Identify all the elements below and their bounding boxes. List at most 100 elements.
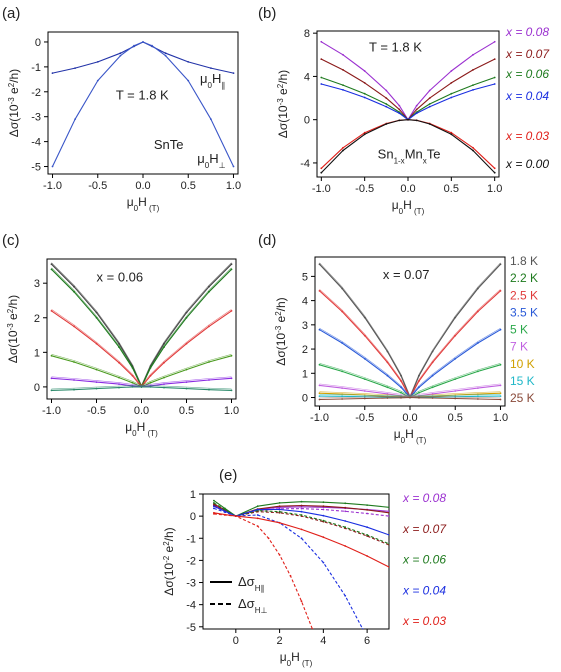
data-point (454, 378, 457, 380)
text-part: 0 (287, 659, 292, 668)
data-point (213, 513, 215, 515)
series-line (213, 505, 389, 517)
x-tick-label: 0.0 (400, 183, 415, 195)
legend-entry: 1.8 K (510, 254, 538, 268)
data-point (472, 53, 474, 56)
text-part: μ (200, 71, 208, 86)
data-point (342, 53, 344, 56)
data-point (398, 104, 401, 107)
y-tick-label: 8 (304, 28, 310, 40)
data-point (163, 346, 165, 348)
data-point (278, 505, 281, 508)
text-part: Te (427, 147, 441, 162)
text-part: e (276, 88, 290, 98)
data-point (363, 390, 366, 392)
text-part: μ (392, 198, 399, 212)
data-point (415, 108, 418, 111)
panel-label: (c) (2, 232, 20, 249)
data-point (210, 118, 212, 121)
x-tick-label: -1.0 (42, 405, 61, 417)
y-tick-label: 0 (304, 115, 310, 127)
data-point (366, 504, 368, 506)
panel-label: (e) (219, 467, 237, 484)
x-tick-label: 0.5 (444, 183, 459, 195)
series-line-sweep (319, 262, 501, 397)
text-part: x (423, 156, 427, 165)
y-tick-label: 0 (302, 393, 308, 405)
legend-line-label: ΔσH∥ (238, 574, 265, 593)
data-point (454, 334, 457, 337)
x-tick-label: 0 (233, 635, 239, 647)
data-point (386, 386, 389, 389)
data-point (224, 511, 226, 513)
data-point (50, 268, 53, 271)
data-point (454, 390, 457, 392)
text-part: (T) (414, 436, 427, 445)
data-point (366, 509, 368, 511)
data-point (450, 92, 453, 95)
y-tick-label: 1 (302, 368, 308, 380)
data-point (164, 52, 167, 55)
x-tick-label: -0.5 (88, 180, 107, 192)
data-point (431, 361, 434, 364)
data-point (499, 384, 502, 387)
data-point (95, 368, 98, 371)
data-point (344, 545, 347, 547)
legend-entry: x = 0.08 (505, 25, 549, 39)
text-part: Δσ(10 (162, 563, 176, 596)
data-point (363, 316, 366, 319)
x-axis-label: μ0H (T) (127, 195, 160, 213)
text-part: -2 (162, 555, 171, 563)
data-point (278, 510, 281, 513)
data-point (318, 398, 321, 401)
data-point (450, 131, 453, 134)
data-point (344, 502, 347, 505)
legend-entry: x = 0.07 (505, 47, 550, 61)
legend-entry: x = 0.04 (402, 583, 446, 597)
data-point (118, 342, 120, 345)
legend-entry: 2.2 K (510, 271, 538, 285)
data-point (493, 83, 496, 85)
text-part: -3 (276, 98, 285, 106)
series-line-sweep (319, 327, 501, 397)
data-point (300, 537, 303, 540)
data-point (50, 263, 53, 266)
data-point (163, 376, 165, 379)
data-point (278, 508, 281, 511)
data-point (163, 383, 165, 385)
data-point (278, 502, 281, 504)
data-point (149, 367, 152, 369)
text-part: H (137, 420, 146, 434)
annotation-hperp: μ0H⊥ (197, 151, 225, 170)
data-point (341, 398, 343, 400)
text-part: Δσ(10 (274, 333, 288, 366)
data-point (208, 290, 210, 293)
data-point (131, 386, 134, 388)
data-point (256, 517, 259, 520)
text-part: ⊥ (219, 160, 226, 169)
text-part: /h) (6, 295, 20, 309)
y-tick-label: -5 (31, 162, 41, 174)
x-tick-label: 2 (277, 635, 283, 647)
data-point (256, 508, 259, 511)
legend-entry: x = 0.06 (505, 67, 549, 81)
x-tick-label: 6 (364, 635, 370, 647)
data-point (50, 377, 53, 380)
y-tick-label: 0 (34, 382, 40, 394)
data-point (499, 363, 502, 366)
data-point (224, 514, 226, 516)
x-tick-label: 1.0 (226, 180, 241, 192)
text-part: (T) (145, 429, 158, 438)
data-point (431, 393, 434, 395)
series-line (321, 76, 495, 121)
data-point (95, 311, 98, 314)
y-tick-label: -4 (31, 137, 41, 149)
data-point (428, 105, 431, 108)
data-point (477, 342, 479, 344)
data-point (322, 536, 325, 539)
data-point (341, 287, 343, 290)
data-point (322, 519, 325, 522)
text-part: (T) (300, 659, 313, 668)
y-axis-label: Δσ(10-3 e2/h) (6, 295, 21, 363)
